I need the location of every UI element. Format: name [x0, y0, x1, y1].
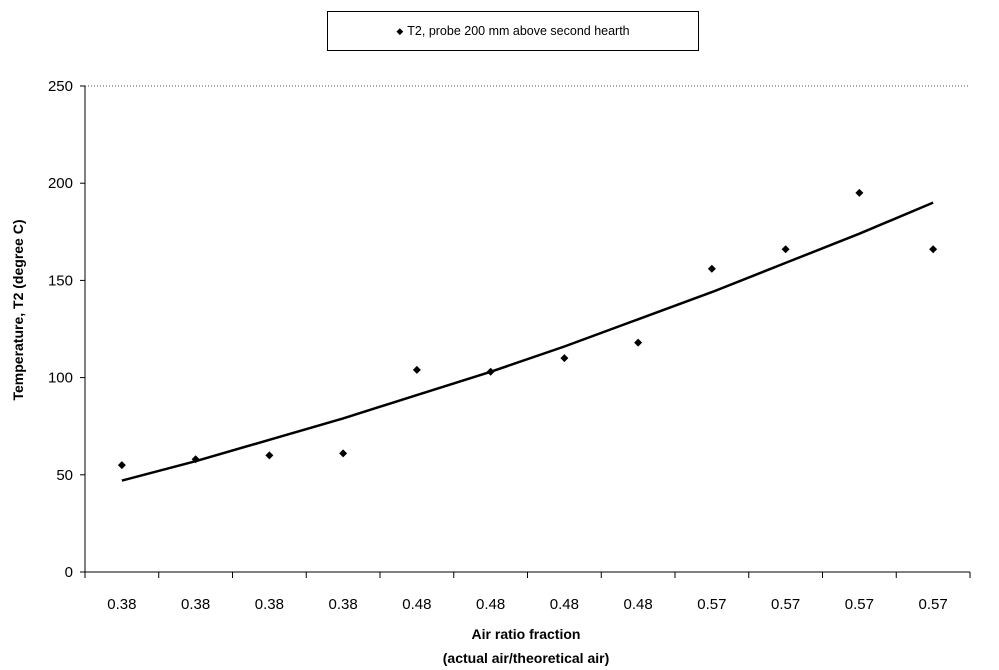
x-tick-label: 0.57: [697, 596, 726, 613]
x-axis-label: Air ratio fraction (actual air/theoretic…: [443, 622, 610, 670]
x-ticks: 0.38 0.38 0.38 0.38 0.48 0.48 0.48 0.48 0.57 0.57…: [84, 572, 971, 613]
data-point: [265, 451, 274, 460]
data-point: [191, 455, 200, 464]
data-points: [117, 188, 938, 470]
x-tick-label: 0.57: [845, 596, 874, 613]
x-axis-label-line2: (actual air/theoretical air): [442, 650, 610, 666]
x-tick-label: 0.48: [402, 596, 431, 613]
y-tick-label: 100: [48, 370, 73, 387]
x-tick-label: 0.38: [329, 596, 358, 613]
x-tick-label: 0.48: [476, 596, 505, 613]
data-point: [560, 354, 569, 363]
data-point: [781, 245, 790, 254]
y-ticks: 0 50 100 150 200 250: [48, 78, 85, 581]
data-point: [707, 264, 716, 273]
x-tick-label: 0.38: [107, 596, 136, 613]
data-point: [634, 338, 643, 347]
x-tick-label: 0.57: [919, 596, 948, 613]
y-tick-label: 200: [48, 175, 73, 192]
y-tick-label: 50: [56, 467, 73, 484]
data-point: [412, 365, 421, 374]
y-tick-label: 0: [65, 564, 73, 581]
x-tick-label: 0.57: [771, 596, 800, 613]
data-point: [855, 188, 864, 197]
legend-diamond-icon: ◆: [396, 25, 404, 36]
legend-entry: T2, probe 200 mm above second hearth: [407, 24, 630, 38]
x-tick-label: 0.38: [181, 596, 210, 613]
data-point: [117, 461, 126, 470]
x-tick-label: 0.48: [550, 596, 579, 613]
data-point: [486, 367, 495, 376]
y-tick-label: 250: [48, 78, 73, 95]
data-point: [929, 245, 938, 254]
x-tick-label: 0.38: [255, 596, 284, 613]
x-axis-label-line1: Air ratio fraction: [471, 626, 581, 642]
data-point: [339, 449, 348, 458]
trendline-group: [121, 201, 934, 482]
legend: ◆ T2, probe 200 mm above second hearth: [327, 11, 699, 51]
x-tick-label: 0.48: [624, 596, 653, 613]
trendline: [121, 201, 934, 482]
y-tick-label: 150: [48, 272, 73, 289]
y-axis-label: Temperature, T2 (degree C): [10, 219, 26, 401]
